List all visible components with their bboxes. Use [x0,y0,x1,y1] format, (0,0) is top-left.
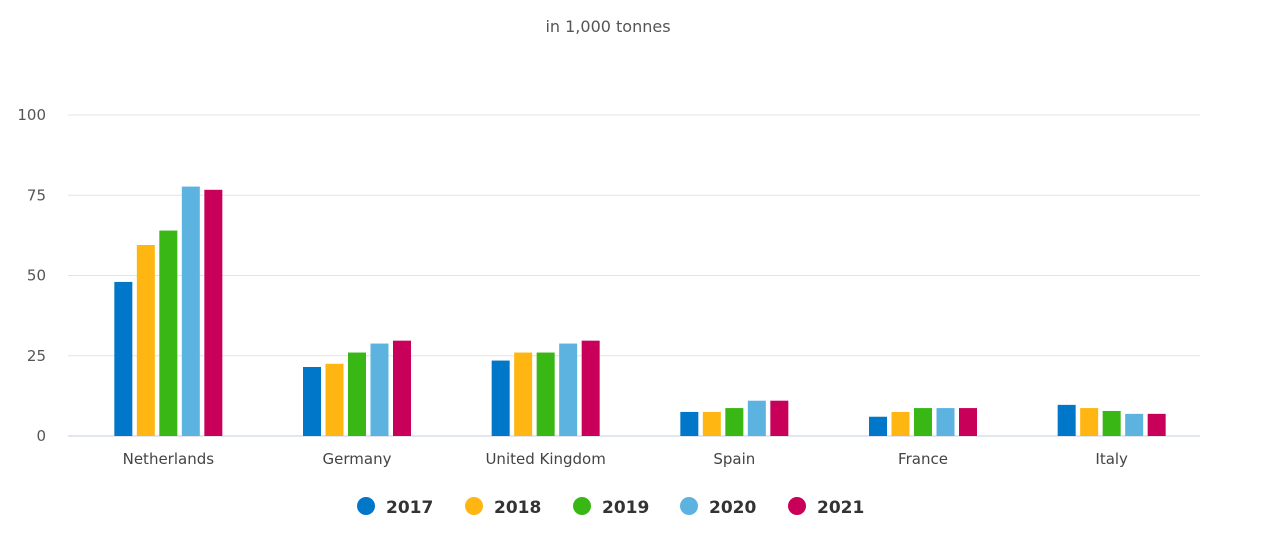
bar-2021-italy[interactable] [1147,413,1166,436]
bar-2019-spain[interactable] [725,408,744,436]
bar-2018-netherlands[interactable] [136,245,155,436]
bar-2019-germany[interactable] [348,352,366,436]
bar-2017-france[interactable] [869,416,887,436]
legend-marker [680,497,698,515]
category-label: Germany [323,450,392,468]
bar-2021-france[interactable] [959,408,977,436]
bar-2019-netherlands[interactable] [159,230,178,436]
legend-label: 2020 [709,498,756,518]
bar-2018-italy[interactable] [1080,408,1099,436]
bar-2018-france[interactable] [891,411,910,436]
legend-item-2017[interactable]: 2017 [357,497,433,518]
category-label: France [898,450,948,468]
legend-item-2020[interactable]: 2020 [680,497,756,518]
bar-2019-italy[interactable] [1102,410,1121,436]
legend-item-2019[interactable]: 2019 [573,497,649,518]
bar-2020-germany[interactable] [370,343,389,436]
legend-item-2018[interactable]: 2018 [465,497,541,518]
y-tick-label: 0 [36,427,46,445]
bar-2020-netherlands[interactable] [181,186,200,436]
category-label: Netherlands [123,450,215,468]
legend-label: 2019 [602,498,649,518]
bar-2018-spain[interactable] [702,411,721,436]
bar-2021-united-kingdom[interactable] [581,340,600,436]
legend-label: 2021 [817,498,864,518]
legend-label: 2017 [386,498,433,518]
bar-2020-france[interactable] [936,408,955,436]
legend-marker [465,497,483,515]
y-tick-label: 25 [27,347,46,365]
bar-2017-spain[interactable] [680,411,699,436]
bar-2018-united-kingdom[interactable] [514,352,533,436]
category-label: Italy [1095,450,1128,468]
y-tick-label: 50 [27,267,46,285]
bar-2017-italy[interactable] [1057,404,1076,436]
legend-label: 2018 [494,498,541,518]
bar-2019-united-kingdom[interactable] [536,352,555,436]
bar-2020-united-kingdom[interactable] [559,343,578,436]
legend-marker [573,497,591,515]
bar-2017-united-kingdom[interactable] [491,360,510,436]
category-label: Spain [713,450,755,468]
bar-2019-france[interactable] [914,408,932,436]
bar-2018-germany[interactable] [325,363,344,436]
bar-2017-netherlands[interactable] [114,281,133,436]
bar-2017-germany[interactable] [303,366,321,436]
bar-2020-italy[interactable] [1125,413,1144,436]
legend-marker [357,497,375,515]
bar-2021-spain[interactable] [770,400,789,436]
legend-item-2021[interactable]: 2021 [788,497,864,518]
category-label: United Kingdom [485,450,605,468]
y-tick-label: 75 [27,186,46,204]
chart-title: in 1,000 tonnes [545,17,670,36]
bar-2020-spain[interactable] [747,400,766,436]
bar-2021-netherlands[interactable] [204,189,223,436]
legend-marker [788,497,806,515]
y-tick-label: 100 [17,106,46,124]
bar-2021-germany[interactable] [393,340,411,436]
